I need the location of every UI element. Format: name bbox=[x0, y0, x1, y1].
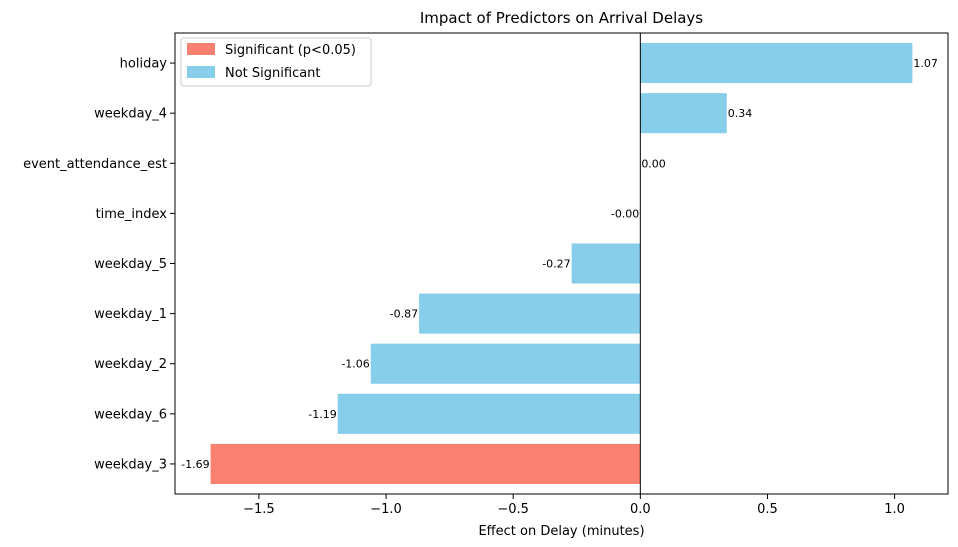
data-label-weekday_4: 0.34 bbox=[728, 107, 753, 120]
bar-weekday_1 bbox=[419, 293, 641, 334]
y-tick-label-weekday_2: weekday_2 bbox=[94, 357, 167, 372]
x-axis-label: Effect on Delay (minutes) bbox=[478, 524, 644, 539]
bar-weekday_6 bbox=[337, 393, 641, 434]
y-tick-label-weekday_6: weekday_6 bbox=[94, 407, 167, 422]
y-tick-label-weekday_5: weekday_5 bbox=[94, 257, 167, 272]
data-label-time_index: -0.00 bbox=[611, 207, 639, 220]
bar-weekday_5 bbox=[571, 243, 641, 284]
x-tick-label: −1.0 bbox=[370, 502, 402, 517]
y-tick-label-weekday_4: weekday_4 bbox=[94, 107, 167, 122]
legend-swatch-not-significant bbox=[187, 66, 215, 78]
legend: Significant (p<0.05) Not Significant bbox=[180, 37, 372, 87]
data-label-event_attendance_est: 0.00 bbox=[641, 157, 666, 170]
legend-label-not-significant: Not Significant bbox=[225, 66, 321, 81]
y-tick-label-time_index: time_index bbox=[96, 207, 168, 222]
legend-label-significant: Significant (p<0.05) bbox=[225, 43, 356, 58]
data-label-weekday_5: -0.27 bbox=[542, 258, 570, 271]
y-tick-label-weekday_1: weekday_1 bbox=[94, 307, 167, 322]
bar-weekday_4 bbox=[640, 93, 727, 134]
bar-holiday bbox=[640, 43, 913, 84]
bar-weekday_3 bbox=[210, 443, 641, 484]
x-tick-label: −0.5 bbox=[497, 502, 529, 517]
x-tick-label: 0.5 bbox=[757, 502, 778, 517]
x-tick-label: 1.0 bbox=[884, 502, 905, 517]
x-tick-label: −1.5 bbox=[243, 502, 275, 517]
y-tick-label-event_attendance_est: event_attendance_est bbox=[23, 157, 167, 172]
data-label-holiday: 1.07 bbox=[913, 57, 938, 70]
chart-title: Impact of Predictors on Arrival Delays bbox=[420, 9, 703, 27]
x-tick-label: 0.0 bbox=[630, 502, 651, 517]
bar-weekday_2 bbox=[370, 343, 641, 384]
plot-area: holiday 1.07 weekday_4 0.34 event_attendance… bbox=[23, 33, 938, 517]
legend-box bbox=[180, 37, 372, 87]
plot-frame bbox=[174, 32, 949, 495]
data-label-weekday_6: -1.19 bbox=[308, 408, 336, 421]
y-tick-label-holiday: holiday bbox=[120, 57, 168, 72]
y-tick-label-weekday_3: weekday_3 bbox=[94, 457, 167, 472]
data-label-weekday_2: -1.06 bbox=[341, 358, 369, 371]
data-label-weekday_1: -0.87 bbox=[390, 308, 418, 321]
legend-swatch-significant bbox=[187, 43, 215, 55]
data-label-weekday_3: -1.69 bbox=[181, 458, 209, 471]
